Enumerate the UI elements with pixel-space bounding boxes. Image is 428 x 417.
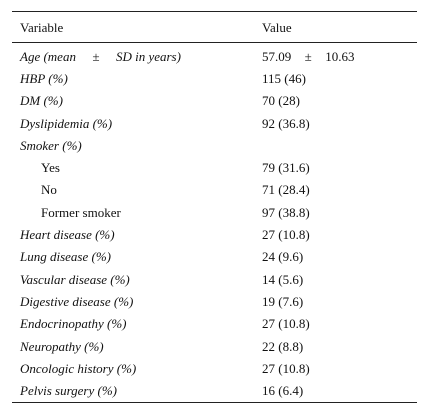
row-label: Endocrinopathy (%) xyxy=(20,316,127,332)
row-label: Former smoker xyxy=(41,204,121,220)
row-value: 97 (38.8) xyxy=(262,204,310,220)
table-row: Vascular disease (%) 14 (5.6) xyxy=(12,268,417,290)
age-label-pm: ± xyxy=(92,48,100,64)
age-label-suffix: SD in years) xyxy=(115,48,181,64)
table-row: Dyslipidemia (%) 92 (36.8) xyxy=(12,112,417,134)
row-label: Smoker (%) xyxy=(20,137,82,153)
row-value: 19 (7.6) xyxy=(262,293,304,309)
row-label: HBP (%) xyxy=(20,70,68,86)
row-value: 70 (28) xyxy=(262,93,300,109)
table-row: DM (%) 70 (28) xyxy=(12,90,417,112)
table-row: Lung disease (%) 24 (9.6) xyxy=(12,246,417,268)
table-header-row: Variable Value xyxy=(12,12,417,42)
row-value: 92 (36.8) xyxy=(262,115,310,131)
header-value: Value xyxy=(262,19,292,35)
row-label: Vascular disease (%) xyxy=(20,271,130,287)
row-value: 115 (46) xyxy=(262,70,306,86)
table-top-rule xyxy=(12,11,417,12)
row-label: DM (%) xyxy=(20,93,63,109)
table-row: Endocrinopathy (%) 27 (10.8) xyxy=(12,313,417,335)
row-label: Dyslipidemia (%) xyxy=(20,115,113,131)
row-value: 27 (10.8) xyxy=(262,316,310,332)
table-row: Smoker (%) xyxy=(12,134,417,156)
table-row: Pelvis surgery (%) 16 (6.4) xyxy=(12,379,417,401)
data-table: Variable Value Age (mean ± SD in years) 57… xyxy=(12,11,417,403)
table-row: Former smoker 97 (38.8) xyxy=(12,201,417,223)
row-value: 27 (10.8) xyxy=(262,227,310,243)
table-row: HBP (%) 115 (46) xyxy=(12,67,417,89)
table-header-rule xyxy=(12,42,417,43)
row-value: 22 (8.8) xyxy=(262,338,304,354)
row-label: Digestive disease (%) xyxy=(20,293,134,309)
age-pm: ± xyxy=(304,48,312,64)
row-value: 79 (31.6) xyxy=(262,160,310,176)
row-label: Lung disease (%) xyxy=(20,249,111,265)
age-sd: 10.63 xyxy=(325,48,355,64)
row-value-age: 57.09 ±10.63 xyxy=(262,49,417,64)
row-label: Pelvis surgery (%) xyxy=(20,383,117,399)
header-variable: Variable xyxy=(20,19,64,35)
row-value: 27 (10.8) xyxy=(262,360,310,376)
row-label: Heart disease (%) xyxy=(20,227,115,243)
row-label-age: Age (mean ± SD in years) xyxy=(12,49,262,64)
age-label-prefix: Age (mean xyxy=(20,48,76,64)
table-bottom-rule xyxy=(12,401,417,403)
row-value: 14 (5.6) xyxy=(262,271,304,287)
row-value: 71 (28.4) xyxy=(262,182,310,198)
row-label: Neuropathy (%) xyxy=(20,338,104,354)
row-label: Oncologic history (%) xyxy=(20,360,137,376)
table-row: Heart disease (%) 27 (10.8) xyxy=(12,223,417,245)
age-mean: 57.09 xyxy=(262,48,292,64)
row-label: Yes xyxy=(41,160,60,176)
table-body: Age (mean ± SD in years) 57.09 ±10.63 HBP (… xyxy=(12,43,417,402)
row-value: 24 (9.6) xyxy=(262,249,304,265)
table-row: No 71 (28.4) xyxy=(12,179,417,201)
row-label: No xyxy=(41,182,57,198)
table-row: Oncologic history (%) 27 (10.8) xyxy=(12,357,417,379)
table-row: Yes 79 (31.6) xyxy=(12,156,417,178)
row-value: 16 (6.4) xyxy=(262,383,304,399)
table-row: Digestive disease (%) 19 (7.6) xyxy=(12,290,417,312)
table-row: Neuropathy (%) 22 (8.8) xyxy=(12,335,417,357)
table-row-age: Age (mean ± SD in years) 57.09 ±10.63 xyxy=(12,45,417,67)
